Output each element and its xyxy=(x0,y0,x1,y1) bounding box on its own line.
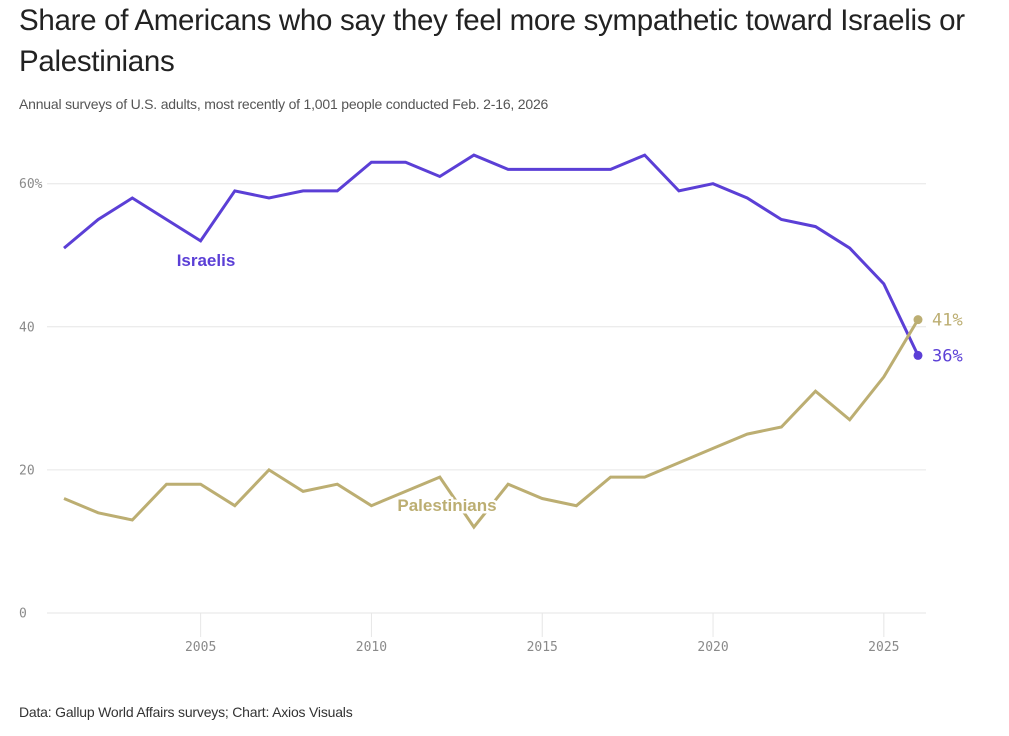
series-label-halo: Israelis xyxy=(177,251,236,270)
end-point-israelis xyxy=(913,350,923,360)
chart-title: Share of Americans who say they feel mor… xyxy=(19,4,965,78)
x-tick-label: 2025 xyxy=(868,640,899,655)
series-label-israelis: Israelis xyxy=(177,251,236,270)
chart-subtitle: Annual surveys of U.S. adults, most rece… xyxy=(19,96,549,112)
series-labels: 36%41%IsraelisIsraelisPalestiniansPalest… xyxy=(174,249,963,518)
y-tick-label: 20 xyxy=(19,463,35,478)
end-point-palestinians xyxy=(913,315,923,325)
y-tick-label: 60% xyxy=(19,177,43,192)
x-tick-label: 2015 xyxy=(527,640,558,655)
x-tick-label: 2020 xyxy=(697,640,728,655)
x-tick-label: 2010 xyxy=(356,640,387,655)
y-axis: 0 20 40 60% xyxy=(19,177,43,621)
end-value-label-palestinians: 41% xyxy=(932,311,963,331)
series-line-palestinians xyxy=(63,318,920,530)
x-axis: 2005 2010 2015 2020 2025 xyxy=(185,613,899,655)
series-label-halo: Palestinians xyxy=(397,496,496,515)
series-line-israelis xyxy=(63,153,920,357)
series-label-palestinians: Palestinians xyxy=(397,496,496,515)
source-note: Data: Gallup World Affairs surveys; Char… xyxy=(19,704,353,720)
series-lines xyxy=(63,153,923,530)
y-tick-label: 40 xyxy=(19,320,35,335)
x-tick-label: 2005 xyxy=(185,640,216,655)
end-value-label-israelis: 36% xyxy=(932,346,963,366)
y-tick-label: 0 xyxy=(19,607,27,622)
gridlines xyxy=(47,183,926,614)
